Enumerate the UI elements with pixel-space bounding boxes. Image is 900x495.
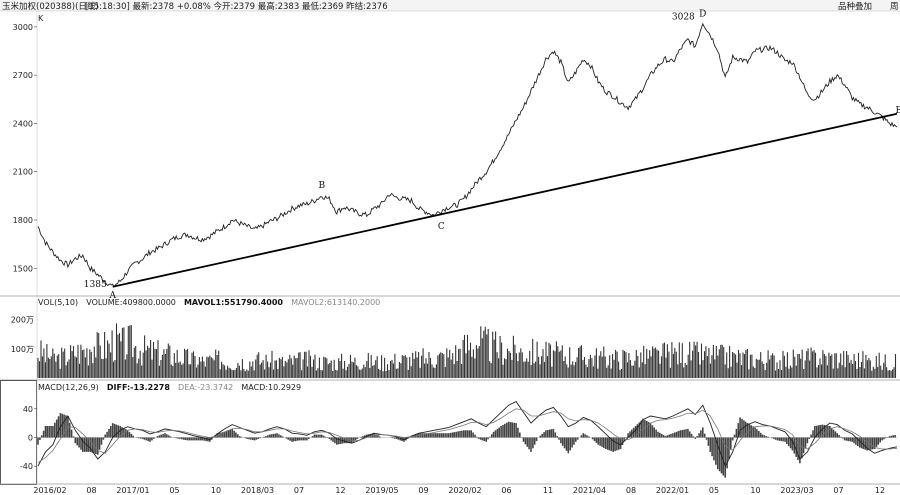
trendline [112,112,898,288]
date-tick-label: 2018/03 [241,486,274,495]
date-tick-label: 06 [501,486,511,495]
date-tick-label: 05 [709,486,719,495]
date-tick-label: 10 [211,486,221,495]
date-tick-label: 11 [543,486,553,495]
price-y-tick-label: 3000 [13,23,33,32]
price-annotation-E: E [896,106,900,116]
volume-y-axis: 200万 100万 [11,316,34,354]
price-annotation-C: C [438,222,445,232]
volume-panel: VOL(5,10) VOLUME:409800.0000 MAVOL1:5517… [11,290,897,378]
date-tick-label: 09 [418,486,428,495]
vol-label-prefix: VOL(5,10) [38,298,78,307]
overlay-button[interactable]: 品种叠加 [838,1,872,12]
price-y-tick-label: 1800 [13,216,33,225]
price-y-tick-label: 2700 [13,71,33,80]
macd-panel: MACD(12,26,9) DIFF:-13.2278 DEA:-23.3742… [20,375,898,478]
date-tick-label: 2016/02 [33,486,66,495]
vol-label-mavol1: MAVOL1:551790.4000 [184,298,283,307]
price-annotation-B: B [319,181,326,191]
volume-legend: VOL(5,10) VOLUME:409800.0000 MAVOL1:5517… [38,290,380,309]
macd-label-diff: DIFF:-13.2278 [107,383,171,392]
macd-y-tick-label: -40 [20,462,33,471]
macd-legend: MACD(12,26,9) DIFF:-13.2278 DEA:-23.3742… [38,375,301,394]
volume-y-tick-label: 100万 [11,345,34,354]
header-bar: 玉米加权(020388)(日线) [15:18:30] 最新:2378 +0.0… [0,0,900,12]
date-tick-label: 08 [86,486,96,495]
price-y-tick-label: 1500 [13,264,33,273]
macd-dea-line [37,408,898,463]
macd-diff-line [37,401,898,468]
price-y-tick-label: 2100 [13,168,33,177]
date-tick-label: 2022/01 [656,486,689,495]
date-tick-label: 05 [169,486,179,495]
chart-title: 玉米加权(020388)(日线) [2,1,99,12]
date-tick-label: 07 [294,486,304,495]
vol-label-volume: VOLUME:409800.0000 [86,298,176,307]
price-annotation-1385: 1385 [84,280,107,290]
macd-label-dea: DEA:-23.3742 [178,383,233,392]
date-tick-label: 07 [833,486,843,495]
date-tick-label: 2019/05 [365,486,398,495]
macd-label-macd: MACD:10.2929 [241,383,301,392]
date-tick-label: 12 [335,486,345,495]
price-annotation-D: D [699,9,706,19]
quote-line: [15:18:30] 最新:2378 +0.08% 今开:2379 最高:238… [85,1,388,12]
date-tick-label: 10 [750,486,760,495]
volume-y-tick-label: 200万 [11,316,34,325]
cycle-button[interactable]: 周 [890,2,899,12]
panel-frames [0,11,900,485]
date-tick-label: 2023/03 [780,486,813,495]
date-tick-label: 08 [626,486,636,495]
price-annotation-A: A [108,291,116,301]
macd-y-tick-label: 40 [23,405,33,414]
date-axis: 周 2016/02082017/0105102018/0307122019/05… [33,486,885,495]
date-tick-label: 12 [875,486,885,495]
volume-bars [37,323,897,378]
price-axis-corner-label: K [38,14,44,23]
date-tick-label: 2020/02 [448,486,481,495]
macd-label-prefix: MACD(12,26,9) [38,383,99,392]
macd-histogram [37,413,896,478]
price-y-axis: 3000 2700 2400 2100 1800 1500 [13,23,37,273]
date-tick-label: 2021/04 [573,486,606,495]
price-series-line [37,22,898,288]
price-annotation-3028: 3028 [672,12,695,22]
vol-label-mavol2: MAVOL2:613140.2000 [291,298,380,307]
macd-y-tick-label: 0 [28,434,33,443]
date-tick-label: 2017/01 [116,486,149,495]
price-y-tick-label: 2400 [13,119,33,128]
